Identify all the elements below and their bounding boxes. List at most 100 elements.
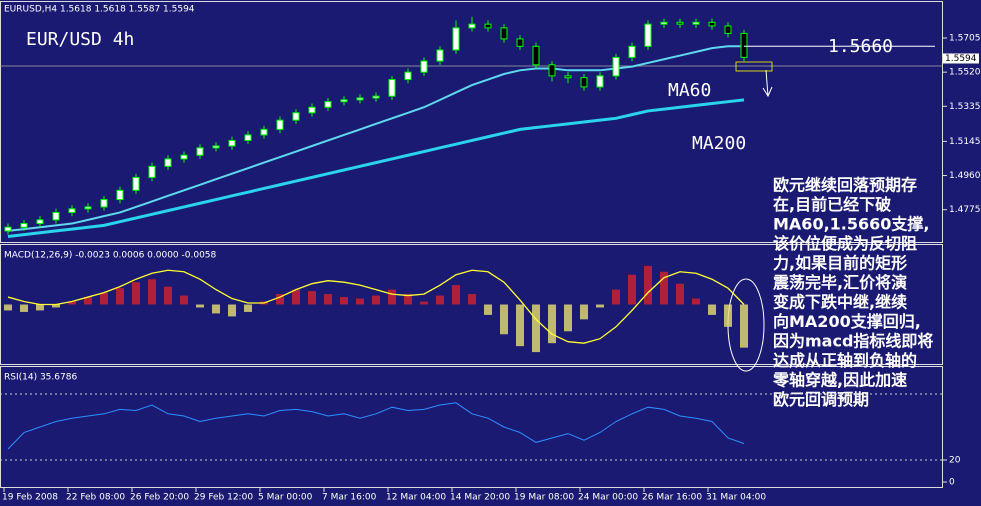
candle-body: [196, 147, 204, 156]
histogram-bar: [612, 289, 620, 305]
histogram-bar: [340, 297, 348, 305]
note-line: MA60,1.5660支撑,: [773, 215, 929, 234]
histogram-bar: [372, 295, 380, 305]
candle-body: [452, 27, 460, 51]
y-tick-label: 20: [949, 456, 961, 466]
moving-average: [7, 98, 745, 238]
macd-title: MACD(12,26,9) -0.0023 0.0006 0.0000 -0.0…: [4, 251, 217, 261]
candle-body: [740, 32, 748, 58]
histogram-bar: [500, 304, 508, 335]
histogram-bar: [196, 304, 204, 308]
histogram-bar: [660, 271, 668, 305]
histogram-bar: [676, 283, 684, 305]
histogram-bar: [244, 304, 252, 312]
candle-body: [484, 23, 492, 29]
note-line: 震荡完毕,汇价将演: [772, 273, 907, 292]
note-line: 因为macd指标线即将: [773, 332, 933, 351]
price-pane: [0, 1, 943, 243]
histogram-bar: [132, 282, 140, 305]
note-line: 在,目前已经下破: [773, 195, 891, 214]
candle-body: [180, 154, 188, 160]
candle-body: [628, 45, 636, 58]
histogram-bar: [548, 304, 556, 344]
note-line: 向MA200支撑回归,: [773, 312, 921, 331]
candle-body: [388, 79, 396, 97]
candle-body: [580, 77, 588, 88]
histogram-bar: [180, 295, 188, 305]
x-tick-label: 19 Feb 2008: [2, 493, 58, 503]
histogram-bar: [4, 304, 12, 311]
candle-body: [132, 176, 140, 191]
subtitle: EUR/USD 4h: [26, 29, 134, 50]
y-tick-label: 1.4775: [949, 205, 981, 215]
histogram-bar: [228, 304, 236, 317]
candle-body: [228, 139, 236, 147]
x-tick-label: 22 Feb 08:00: [66, 493, 125, 503]
candle-body: [84, 206, 92, 210]
note-line: 达成从正轴到负轴的: [773, 351, 917, 370]
candle-body: [164, 158, 172, 167]
histogram-bar: [596, 304, 604, 308]
histogram-bar: [292, 289, 300, 305]
candle-body: [660, 21, 668, 25]
histogram-bar: [68, 301, 76, 305]
x-tick-label: 14 Mar 20:00: [450, 493, 510, 503]
x-tick-label: 26 Feb 20:00: [130, 493, 189, 503]
histogram-bar: [692, 298, 700, 305]
y-tick-label: 1.5335: [949, 102, 981, 112]
y-tick-label: 1.5705: [949, 34, 981, 44]
x-tick-label: 31 Mar 04:00: [706, 493, 766, 503]
macd-pane: [0, 244, 943, 365]
x-tick-label: 26 Mar 16:00: [642, 493, 702, 503]
candle-body: [20, 223, 28, 228]
candle-body: [116, 189, 124, 201]
candle-body: [324, 101, 332, 108]
candle-body: [644, 23, 652, 47]
histogram-bar: [36, 304, 44, 311]
candle-body: [676, 21, 684, 25]
last-price-label: 1.5594: [945, 54, 977, 64]
note-line: 欧元回调预期: [773, 390, 869, 409]
candle-body: [724, 25, 732, 34]
candle-body: [308, 106, 316, 114]
histogram-bar: [308, 291, 316, 305]
note-line: 力,如果目前的矩形: [773, 254, 907, 273]
histogram-bar: [708, 304, 716, 315]
candle-body: [516, 38, 524, 47]
x-tick-label: 24 Mar 00:00: [578, 493, 638, 503]
candle-body: [564, 75, 572, 79]
histogram-bar: [724, 304, 732, 327]
histogram-bar: [148, 279, 156, 305]
signal-line: [7, 269, 745, 344]
ma200-label: MA200: [692, 133, 746, 154]
y-tick-label: 1.5145: [949, 137, 981, 147]
candle-body: [52, 211, 60, 221]
rsi-pane: [0, 366, 943, 488]
last-price-box: [943, 53, 979, 64]
candle-body: [612, 56, 620, 77]
candle-body: [4, 226, 12, 232]
histogram-bar: [388, 289, 396, 305]
histogram-bar: [324, 294, 332, 305]
candle-body: [596, 75, 604, 88]
candle-body: [500, 27, 508, 40]
note-line: 变成下跌中继,继续: [773, 293, 907, 312]
candle-body: [548, 64, 556, 77]
title: EURUSD,H4 1.5618 1.5618 1.5587 1.5594: [4, 5, 195, 15]
note-line: 零轴穿越,因此加速: [772, 371, 907, 390]
x-tick-label: 29 Feb 12:00: [194, 493, 253, 503]
histogram-bar: [404, 294, 412, 305]
candle-body: [100, 199, 108, 208]
histogram-bar: [356, 298, 364, 305]
candle-body: [340, 99, 348, 103]
histogram-bar: [628, 274, 636, 305]
rsi-title: RSI(14) 35.6786: [4, 373, 77, 383]
histogram-bar: [452, 285, 460, 305]
histogram-bar: [84, 297, 92, 305]
candle-body: [420, 60, 428, 73]
candle-body: [212, 145, 220, 149]
histogram-bar: [52, 304, 60, 308]
histogram-bar: [20, 304, 28, 312]
candle-body: [260, 128, 268, 136]
